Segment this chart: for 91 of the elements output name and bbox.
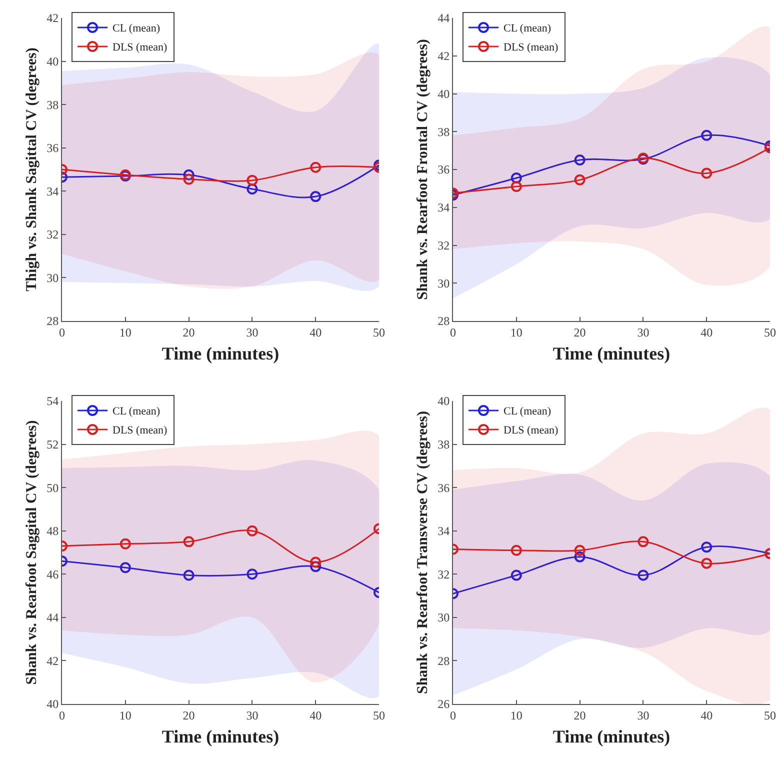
- y-tick-label: 40: [46, 54, 59, 68]
- y-tick-label: 34: [438, 524, 450, 538]
- point: [183, 570, 194, 581]
- y-tick-label: 38: [46, 98, 59, 112]
- x-tick-label: 0: [450, 708, 456, 722]
- y-tick-label: 30: [438, 610, 450, 625]
- y-tick-label: 28: [438, 654, 450, 668]
- y-tick-label: 48: [46, 524, 59, 538]
- x-tick-label: 10: [119, 325, 132, 340]
- point: [183, 536, 194, 548]
- legend-label: CL (mean): [112, 406, 160, 418]
- y-tick-label: 34: [438, 200, 450, 215]
- x-tick-label: 50: [373, 325, 385, 340]
- point: [701, 558, 712, 569]
- point: [574, 551, 586, 562]
- x-tick-label: 0: [59, 325, 65, 340]
- legend-label: DLS (mean): [112, 42, 168, 54]
- x-tick-label: 40: [310, 325, 322, 340]
- x-tick-label: 10: [510, 708, 522, 722]
- y-tick-label: 40: [46, 697, 59, 712]
- point: [574, 154, 586, 166]
- y-tick-label: 36: [46, 141, 59, 156]
- point: [701, 542, 712, 553]
- x-tick-label: 50: [764, 708, 776, 722]
- x-tick-label: 10: [119, 708, 132, 722]
- legend-label: CL (mean): [504, 22, 552, 35]
- x-tick-label: 30: [637, 708, 650, 722]
- x-tick-label: 0: [59, 708, 65, 722]
- y-tick-label: 42: [438, 49, 450, 64]
- x-tick-label: 0: [450, 325, 456, 340]
- legend-label: DLS (mean): [504, 424, 559, 437]
- x-tick-label: 30: [637, 325, 650, 340]
- point: [246, 525, 258, 536]
- x-tick-label: 20: [182, 708, 195, 722]
- x-tick-label: 40: [700, 708, 713, 722]
- legend-label: CL (mean): [112, 22, 160, 35]
- y-tick-label: 52: [46, 437, 59, 452]
- y-tick-label: 40: [438, 86, 450, 101]
- x-tick-label: 30: [246, 325, 258, 340]
- x-tick-label: 50: [764, 325, 776, 340]
- point: [638, 570, 649, 581]
- y-tick-label: 38: [438, 124, 450, 139]
- x-axis-title: Time (minutes): [162, 344, 280, 364]
- y-tick-label: 38: [438, 437, 450, 452]
- y-axis-title: Shank vs. Rearfoot Transverse CV (degrees): [414, 410, 431, 694]
- y-tick-label: 42: [46, 11, 59, 26]
- legend-label: CL (mean): [504, 406, 552, 418]
- y-tick-label: 30: [438, 276, 450, 290]
- x-tick-label: 20: [574, 708, 586, 722]
- y-tick-label: 32: [438, 567, 450, 582]
- y-tick-label: 34: [46, 184, 59, 198]
- point: [574, 174, 586, 186]
- legend-label: DLS (mean): [504, 42, 559, 54]
- y-tick-label: 50: [46, 480, 59, 495]
- y-axis-title: Shank vs. Rearfoot Frontal CV (degrees): [414, 39, 431, 300]
- y-tick-label: 42: [46, 654, 59, 668]
- x-tick-label: 10: [510, 325, 522, 340]
- y-tick-label: 36: [438, 162, 450, 177]
- x-axis-title: Time (minutes): [552, 726, 670, 746]
- x-tick-label: 40: [310, 708, 322, 722]
- x-tick-label: 20: [182, 325, 195, 340]
- x-tick-label: 40: [700, 325, 713, 340]
- point: [183, 169, 194, 180]
- point: [246, 183, 258, 194]
- x-axis-title: Time (minutes): [162, 726, 280, 746]
- x-tick-label: 50: [373, 708, 385, 722]
- y-tick-label: 30: [46, 270, 59, 285]
- point: [574, 544, 586, 556]
- y-tick-label: 36: [438, 480, 450, 495]
- point: [638, 536, 649, 548]
- y-axis-title: Shank vs. Rearfoot Saggital CV (degrees): [24, 420, 40, 685]
- x-tick-label: 20: [574, 325, 586, 340]
- point: [510, 544, 522, 556]
- y-tick-label: 28: [46, 314, 59, 328]
- y-tick-label: 44: [46, 610, 59, 625]
- y-tick-label: 44: [438, 11, 450, 26]
- y-tick-label: 54: [46, 394, 59, 408]
- point: [183, 174, 194, 185]
- x-tick-label: 30: [246, 708, 258, 722]
- y-tick-label: 32: [438, 238, 450, 252]
- y-tick-label: 26: [438, 697, 450, 712]
- point: [246, 174, 258, 186]
- point: [246, 568, 258, 580]
- point: [510, 570, 522, 581]
- y-tick-label: 28: [438, 314, 450, 328]
- y-tick-label: 32: [46, 228, 59, 242]
- legend-label: DLS (mean): [112, 424, 168, 437]
- x-axis-title: Time (minutes): [552, 344, 670, 364]
- y-tick-label: 40: [438, 394, 450, 408]
- y-tick-label: 46: [46, 567, 59, 582]
- y-axis-title: Thigh vs. Shank Sagittal CV (degrees): [24, 48, 40, 292]
